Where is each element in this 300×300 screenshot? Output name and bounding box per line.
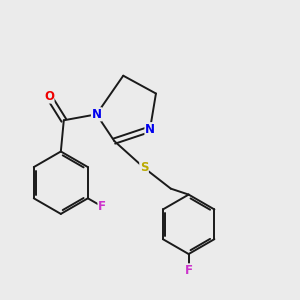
Text: S: S xyxy=(140,161,148,174)
Text: F: F xyxy=(184,264,193,277)
Text: N: N xyxy=(92,108,101,121)
Text: O: O xyxy=(44,90,54,103)
Text: F: F xyxy=(98,200,106,213)
Text: N: N xyxy=(145,123,155,136)
